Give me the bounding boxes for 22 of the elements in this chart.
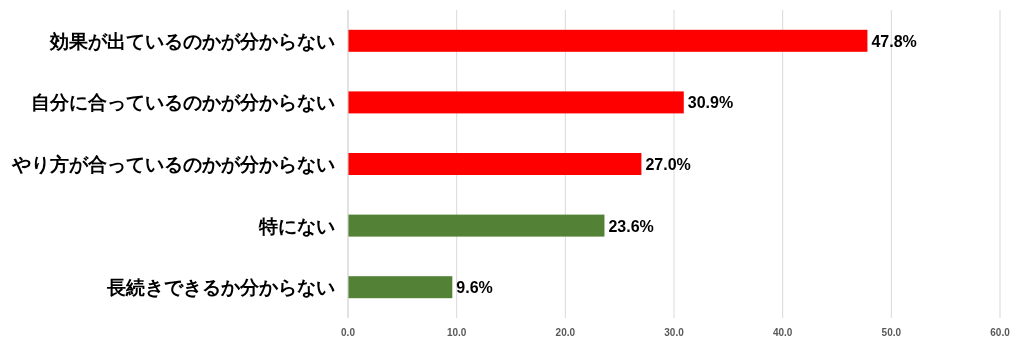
y-tick-label: 効果が出ているのかが分からない [49,29,335,52]
x-tick-label: 40.0 [772,327,793,338]
x-tick-label: 60.0 [990,327,1011,338]
y-tick-label: 自分に合っているのかが分からない [31,91,335,114]
data-label: 30.9% [687,94,734,112]
y-tick-label: やり方が合っているのかが分からない [11,153,335,175]
bar [348,276,453,299]
x-tick-label: 10.0 [446,327,467,338]
x-tick-label: 30.0 [664,327,685,338]
bar [348,29,868,52]
data-label: 47.8% [871,32,917,50]
data-label: 9.6% [456,279,493,297]
y-tick-label: 長続きできるか分からない [106,276,335,299]
bar [348,91,684,114]
x-tick-label: 20.0 [555,327,576,338]
bar [348,214,605,237]
data-label: 27.0% [645,156,691,173]
bar [348,153,642,175]
x-tick-label: 0.0 [341,327,356,338]
x-tick-label: 50.0 [881,327,902,338]
data-label: 23.6% [608,217,654,235]
y-tick-label: 特にない [258,214,335,237]
